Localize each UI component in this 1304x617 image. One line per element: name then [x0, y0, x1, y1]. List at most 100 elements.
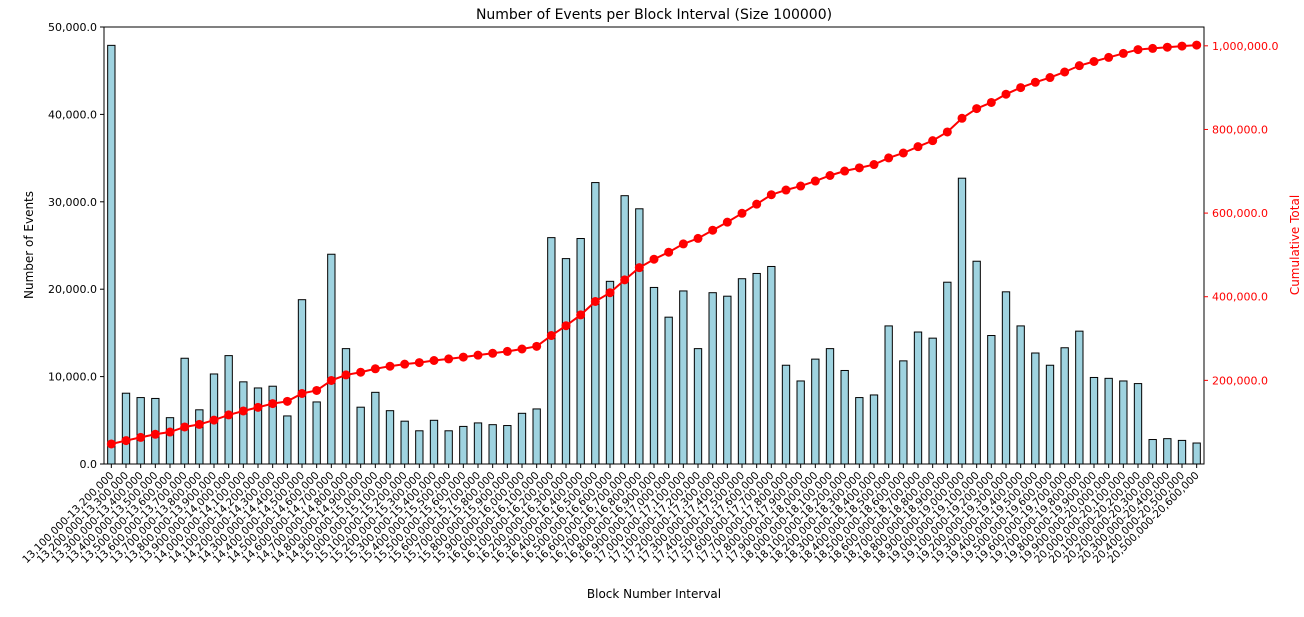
bar — [488, 424, 497, 465]
bar — [796, 380, 805, 465]
bar — [503, 425, 512, 465]
axes: 0.0 10,000.0 20,000.0 30,000.0 40,000.0 50,00… — [20, 21, 1278, 566]
cumulative-point — [502, 346, 512, 356]
bar — [107, 44, 116, 465]
cumulative-point — [1177, 41, 1187, 51]
bar — [224, 355, 233, 465]
cumulative-point — [972, 104, 982, 114]
bar — [327, 253, 336, 465]
bar — [385, 410, 395, 465]
bar — [1119, 380, 1128, 465]
bar — [1045, 364, 1055, 465]
cumulative-point — [312, 385, 322, 395]
cumulative-point — [957, 113, 967, 123]
y-tick-label: 20,000.0 — [48, 283, 97, 296]
cumulative-point — [1060, 67, 1070, 77]
y-tick-label: 40,000.0 — [48, 108, 97, 121]
y-tick-label: 30,000.0 — [48, 196, 97, 209]
chart-title: Number of Events per Block Interval (Siz… — [476, 7, 832, 23]
y2-tick-label: 200,000.0 — [1212, 374, 1268, 387]
cumulative-point — [781, 185, 791, 195]
bar — [635, 208, 644, 465]
bar — [195, 409, 204, 465]
cumulative-point — [444, 354, 454, 364]
bar — [415, 430, 424, 465]
cumulative-point — [517, 344, 527, 354]
bar — [884, 325, 893, 465]
cumulative-point — [884, 153, 894, 163]
cumulative-point — [194, 419, 204, 429]
cumulative-point — [576, 310, 586, 320]
cumulative-point — [429, 356, 439, 365]
bar — [1089, 376, 1099, 465]
bar — [341, 348, 351, 465]
cumulative-point — [664, 247, 674, 257]
cumulative-point — [1118, 48, 1128, 58]
bar — [869, 394, 879, 465]
cumulative-point — [869, 160, 879, 170]
bar — [547, 237, 556, 465]
cumulative-point — [1162, 42, 1172, 52]
cumulative-point — [356, 367, 366, 377]
bar — [1016, 325, 1025, 465]
bar — [371, 391, 380, 465]
bar — [840, 369, 849, 465]
bar — [811, 358, 820, 465]
bar — [459, 425, 468, 465]
cumulative-series — [106, 40, 1202, 449]
y2-tick-label: 600,000.0 — [1212, 207, 1268, 220]
bar — [899, 360, 908, 465]
cumulative-point — [605, 288, 615, 298]
y2-tick-label: 1,000,000.0 — [1212, 40, 1278, 53]
bar — [664, 316, 673, 465]
bar — [987, 335, 996, 465]
y2-tick-label: 400,000.0 — [1212, 291, 1268, 304]
bar — [591, 182, 600, 465]
cumulative-point — [282, 396, 292, 406]
cumulative-point — [752, 199, 762, 209]
bar — [1031, 352, 1040, 465]
cumulative-point — [458, 352, 468, 362]
bar — [855, 397, 864, 465]
cumulative-point — [1089, 57, 1099, 66]
cumulative-point — [620, 275, 630, 285]
cumulative-point — [1192, 40, 1202, 50]
bar — [1133, 383, 1143, 465]
bar — [1104, 377, 1113, 465]
bar — [1148, 439, 1157, 465]
cumulative-point — [766, 190, 776, 200]
cumulative-point — [165, 427, 175, 437]
cumulative-point — [796, 181, 806, 191]
bar — [737, 278, 747, 465]
bar — [532, 408, 541, 465]
cumulative-point — [913, 142, 923, 152]
cumulative-point — [121, 436, 131, 446]
bar — [473, 422, 483, 465]
cumulative-point — [341, 370, 351, 380]
bar — [679, 290, 688, 465]
x-axis-label: Block Number Interval — [587, 587, 721, 601]
bar — [400, 420, 409, 465]
y2-axis-label: Cumulative Total — [1288, 195, 1302, 295]
bar — [620, 195, 629, 465]
cumulative-point — [532, 341, 542, 351]
cumulative-point — [678, 239, 688, 249]
bar — [928, 337, 937, 465]
cumulative-point — [693, 233, 703, 243]
cumulative-point — [400, 359, 410, 369]
bar — [972, 260, 981, 465]
bar — [1163, 438, 1172, 465]
cumulative-point — [854, 163, 864, 173]
bar — [943, 281, 952, 465]
cumulative-point — [224, 410, 234, 420]
cumulative-point — [737, 208, 747, 218]
bar — [165, 417, 175, 465]
bar — [253, 387, 263, 465]
bar — [180, 357, 189, 465]
bar — [136, 397, 145, 465]
bar — [781, 364, 791, 465]
cumulative-point — [1148, 43, 1158, 53]
bar — [693, 348, 703, 465]
cumulative-point — [1030, 77, 1040, 87]
cumulative-point — [840, 166, 850, 176]
